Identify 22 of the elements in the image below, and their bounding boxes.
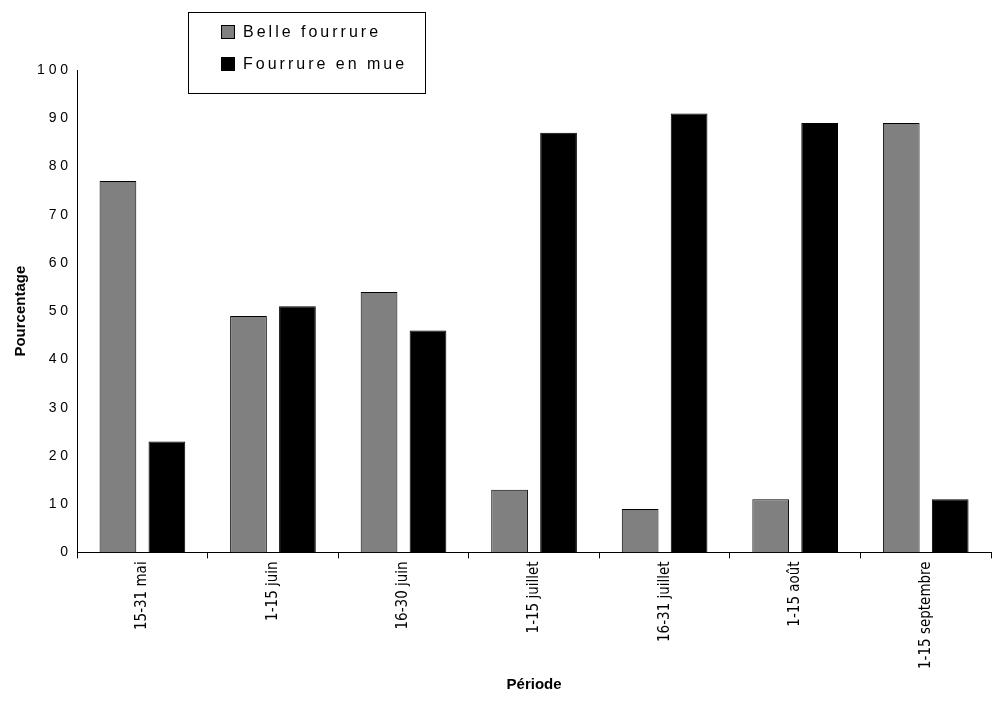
x-tick-label: 16-30 juin: [393, 561, 412, 630]
y-tick-label: 0: [60, 543, 69, 560]
y-tick-label: 1 0: [48, 494, 69, 511]
y-tick-label: 5 0: [48, 302, 69, 319]
y-tick-label: 1 0 0: [37, 60, 69, 77]
y-tick-label: 2 0: [48, 446, 69, 463]
x-tick-label: 1-15 juillet: [523, 561, 542, 634]
x-tick-label: 16-31 juillet: [654, 561, 673, 642]
x-tick-label: 1-15 juin: [262, 561, 281, 621]
x-tick-label: 1-15 août: [785, 561, 804, 627]
y-tick-label: 7 0: [48, 205, 69, 222]
y-axis-title: Pourcentage: [11, 265, 29, 357]
y-tick-label: 6 0: [48, 253, 69, 270]
legend-label: Belle fourrure: [243, 23, 382, 41]
x-tick-label: 1-15 septembre: [915, 561, 934, 670]
y-tick-label: 4 0: [48, 350, 69, 367]
y-tick-label: 8 0: [48, 157, 69, 174]
legend-label: Fourrure en mue: [243, 55, 408, 73]
y-tick-label: 3 0: [48, 398, 69, 415]
x-axis-title: Période: [506, 675, 562, 693]
x-tick-label: 15-31 mai: [132, 561, 151, 631]
y-tick-label: 9 0: [48, 109, 69, 126]
